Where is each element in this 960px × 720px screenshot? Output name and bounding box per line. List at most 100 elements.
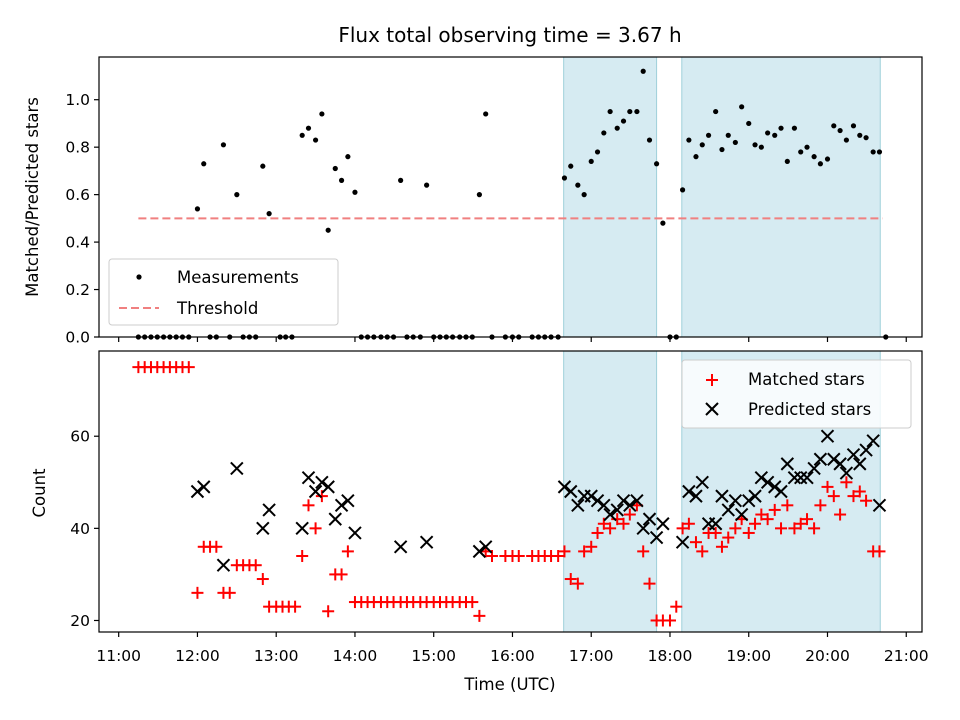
matched-star-point: [821, 480, 834, 493]
measurement-point: [266, 211, 272, 217]
measurement-point: [568, 163, 574, 169]
predicted-star-point: [742, 494, 756, 508]
measurement-point: [194, 206, 201, 212]
predicted-star-point: [774, 484, 788, 499]
predicted-star-point: [839, 466, 854, 480]
measurement-point: [653, 161, 660, 167]
measurement-point: [325, 227, 331, 233]
measurement-point: [824, 156, 831, 162]
predicted-star-point: [642, 512, 657, 526]
matched-star-point: [256, 573, 269, 586]
predicted-star-point: [256, 521, 270, 536]
matched-star-point: [847, 490, 860, 503]
predicted-star-point: [827, 452, 841, 466]
measurement-point: [752, 142, 758, 148]
top-y-tick-label: 0.8: [65, 139, 90, 157]
matched-star-point: [512, 549, 525, 562]
measurement-point: [772, 132, 778, 138]
measurement-point: [876, 149, 883, 155]
top-y-axis-label: Matched/Predicted stars: [23, 97, 42, 297]
matched-star-point: [564, 573, 577, 586]
predicted-star-point: [557, 480, 572, 494]
top-shaded-span: [563, 56, 658, 338]
predicted-star-point: [715, 489, 729, 503]
measurement-point: [398, 177, 404, 183]
legend-bottom-frame: [681, 359, 912, 429]
measurement-point: [850, 123, 857, 129]
measurement-point: [798, 149, 804, 155]
top-plot-area: 0.0 0.2 0.4 0.6 0.8 1.0: [65, 56, 923, 347]
measurement-point: [646, 137, 653, 143]
predicted-star-point: [656, 517, 670, 531]
measurement-point: [811, 154, 817, 160]
predicted-star-point: [328, 512, 342, 526]
matched-star-point: [814, 499, 827, 512]
matched-star-point: [309, 522, 322, 535]
predicted-star-point: [197, 480, 211, 494]
measurement-point: [299, 132, 305, 138]
predicted-star-point: [623, 498, 637, 513]
legend-measurements-label: Measurements: [177, 268, 299, 287]
measurement-point: [739, 104, 745, 110]
predicted-star-point: [315, 475, 329, 489]
matched-star-point: [643, 577, 656, 590]
predicted-star-point: [734, 507, 749, 522]
predicted-star-point: [689, 489, 703, 503]
measurement-point: [857, 132, 863, 138]
measurement-point: [758, 144, 764, 150]
matched-star-point: [755, 508, 768, 521]
top-axes-frame: [98, 56, 923, 338]
predicted-star-point: [301, 470, 316, 485]
predicted-star-point: [334, 498, 349, 513]
bottom-shaded-span: [563, 350, 658, 633]
matched-star-point: [578, 545, 591, 558]
measurement-point: [338, 177, 345, 183]
matched-star-point: [302, 499, 315, 512]
x-tick-label: 19:00: [726, 647, 771, 665]
matched-star-point: [210, 540, 223, 553]
matched-star-point: [808, 522, 821, 535]
predicted-star-point: [571, 498, 585, 513]
matched-star-point: [637, 545, 650, 558]
chart-title: Flux total observing time = 3.67 h: [338, 23, 681, 47]
predicted-star-point: [348, 526, 362, 540]
measurement-point: [705, 132, 712, 138]
measurement-point: [791, 125, 798, 131]
bottom-axes-frame: [98, 350, 923, 633]
measurement-point: [634, 108, 640, 115]
matched-star-point: [834, 508, 847, 521]
measurement-point: [863, 135, 869, 141]
predicted-star-point: [230, 461, 244, 476]
predicted-star-point: [820, 429, 835, 443]
x-tick-label: 12:00: [175, 647, 220, 665]
matched-star-point: [788, 522, 801, 535]
matched-star-point: [676, 522, 689, 535]
x-tick-label: 16:00: [490, 647, 535, 665]
measurement-point: [332, 165, 338, 172]
predicted-star-point: [675, 535, 690, 549]
legend-top-frame: [108, 258, 339, 326]
measurement-point: [679, 187, 686, 193]
matched-star-point: [663, 614, 676, 627]
measurement-point: [699, 142, 705, 148]
predicted-star-point: [630, 494, 644, 508]
predicted-star-point: [780, 457, 795, 471]
measurement-point: [778, 125, 784, 131]
x-tick-label: 11:00: [96, 647, 141, 665]
measurement-point: [312, 137, 319, 143]
predicted-star-point: [748, 489, 762, 503]
measurement-point: [581, 192, 587, 198]
matched-star-point: [558, 545, 571, 558]
matched-star-point: [223, 586, 236, 599]
predicted-star-point: [216, 558, 231, 572]
measurement-point: [319, 111, 325, 117]
predicted-star-point: [262, 503, 276, 517]
matched-star-point: [473, 609, 486, 622]
measurement-point: [627, 108, 633, 115]
measurement-point: [614, 125, 620, 131]
matched-star-point: [689, 536, 702, 549]
measurement-point: [725, 132, 731, 138]
predicted-star-point: [728, 494, 743, 508]
matched-star-point: [617, 517, 630, 530]
measurement-point: [719, 146, 725, 153]
